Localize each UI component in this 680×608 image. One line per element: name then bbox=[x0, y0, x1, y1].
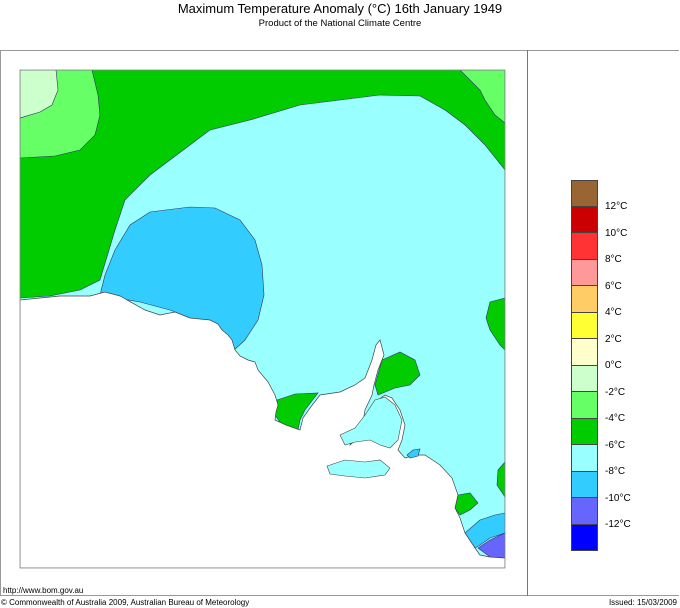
legend-tick: -6°C bbox=[605, 440, 626, 451]
legend-swatch bbox=[571, 312, 598, 339]
legend-swatch bbox=[571, 206, 598, 233]
legend-divider bbox=[527, 50, 528, 596]
legend-swatch bbox=[571, 524, 598, 551]
legend-swatch bbox=[571, 392, 598, 419]
issued-date: Issued: 15/03/2009 bbox=[608, 598, 677, 607]
legend-tick: -12°C bbox=[605, 519, 631, 530]
legend-tick: 8°C bbox=[605, 254, 622, 265]
zone-minus6-minus4-spencer bbox=[374, 351, 421, 396]
map-frame bbox=[0, 50, 679, 596]
small-blue-patch bbox=[406, 448, 421, 459]
legend-swatch bbox=[571, 339, 598, 366]
bom-url-link[interactable]: http://www.bom.gov.au bbox=[3, 586, 84, 595]
legend-tick: -8°C bbox=[605, 466, 626, 477]
zone-minus6-minus4-east bbox=[485, 297, 505, 351]
gulf-st-vincent bbox=[339, 396, 403, 449]
map-title: Maximum Temperature Anomaly (°C) 16th Ja… bbox=[177, 1, 503, 16]
legend-tick: -2°C bbox=[605, 387, 626, 398]
legend-tick: -4°C bbox=[605, 413, 626, 424]
legend-swatch bbox=[571, 180, 598, 207]
copyright-notice: © Commonwealth of Australia 2009, Austra… bbox=[1, 598, 250, 607]
color-legend bbox=[571, 180, 598, 551]
legend-tick: 12°C bbox=[605, 201, 628, 212]
legend-tick: 6°C bbox=[605, 281, 622, 292]
legend-swatch bbox=[571, 259, 598, 286]
legend-tick: -10°C bbox=[605, 493, 631, 504]
kangaroo-island bbox=[326, 459, 391, 479]
legend-tick: 10°C bbox=[605, 228, 628, 239]
legend-tick: 2°C bbox=[605, 334, 622, 345]
legend-swatch bbox=[571, 498, 598, 525]
legend-swatch bbox=[571, 471, 598, 498]
zone-minus2-0 bbox=[20, 70, 59, 119]
legend-swatch bbox=[571, 445, 598, 472]
zone-minus4-minus2-ne bbox=[459, 70, 505, 124]
legend-swatch bbox=[571, 286, 598, 313]
legend-swatch bbox=[571, 418, 598, 445]
zone-minus10-minus8-se bbox=[464, 512, 505, 549]
map-subtitle: Product of the National Climate Centre bbox=[258, 18, 422, 29]
zone-minus6-minus4-se bbox=[496, 461, 505, 498]
legend-swatch bbox=[571, 233, 598, 260]
legend-tick: 4°C bbox=[605, 307, 622, 318]
legend-tick: 0°C bbox=[605, 360, 622, 371]
zone-minus12-minus10-se bbox=[477, 532, 505, 559]
legend-swatch bbox=[571, 365, 598, 392]
land-mass bbox=[20, 291, 505, 568]
